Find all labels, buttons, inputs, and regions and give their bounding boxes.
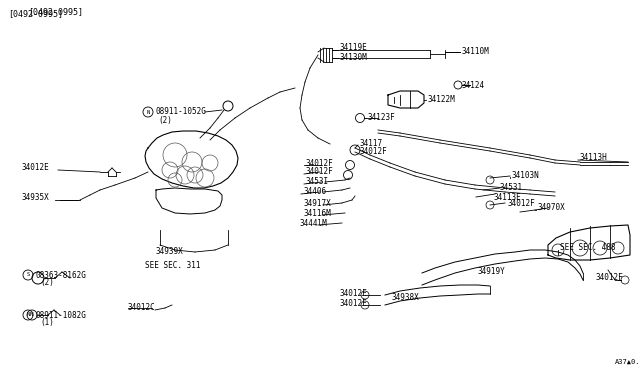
Text: [0492-0995]: [0492-0995] [8,10,63,19]
Text: 34935X: 34935X [22,193,50,202]
Text: 34919Y: 34919Y [478,267,506,276]
Text: 34012F: 34012F [340,289,368,298]
Text: 34012F: 34012F [507,199,535,208]
Text: (1): (1) [40,318,54,327]
Text: 08363-8162G: 08363-8162G [36,270,87,279]
Text: 34012F: 34012F [360,148,388,157]
Text: 34124: 34124 [462,80,485,90]
Text: 34119E: 34119E [340,42,368,51]
Text: S: S [26,273,29,278]
Text: 34939X: 34939X [155,247,183,257]
Text: A37▲0.5P: A37▲0.5P [615,359,640,365]
Text: 08911-1082G: 08911-1082G [36,311,87,320]
Text: 08911-1052G: 08911-1052G [156,108,207,116]
Text: 34012F: 34012F [306,167,333,176]
Text: N: N [30,312,34,317]
Text: (2): (2) [40,279,54,288]
Text: 34113E: 34113E [494,192,522,202]
Text: 34938X: 34938X [392,294,420,302]
Text: SEE SEC. 311: SEE SEC. 311 [145,260,200,269]
Text: 34012F: 34012F [306,158,333,167]
Text: 34103N: 34103N [512,170,540,180]
Text: 34113H: 34113H [580,154,608,163]
Text: N: N [26,312,29,317]
Text: N: N [147,109,150,115]
Text: 34917X: 34917X [303,199,331,208]
Text: 34110M: 34110M [462,48,490,57]
Text: 34012F: 34012F [340,298,368,308]
Text: 34012C: 34012C [128,304,156,312]
Text: 34117: 34117 [360,138,383,148]
Text: 34116M: 34116M [303,208,331,218]
Text: 34406: 34406 [303,187,326,196]
Text: 34970X: 34970X [538,203,566,212]
Text: 34123F: 34123F [368,113,396,122]
Text: 34012E: 34012E [22,164,50,173]
Text: [0492-0995]: [0492-0995] [28,7,83,16]
Text: 3444lM: 3444lM [300,218,328,228]
Text: 34122M: 34122M [428,96,456,105]
Text: (2): (2) [158,115,172,125]
Text: 3453I: 3453I [306,177,329,186]
Text: 34531: 34531 [500,183,523,192]
Text: 34012F: 34012F [596,273,624,282]
Text: SEE SEC. 488: SEE SEC. 488 [560,244,616,253]
Text: 34130M: 34130M [340,52,368,61]
